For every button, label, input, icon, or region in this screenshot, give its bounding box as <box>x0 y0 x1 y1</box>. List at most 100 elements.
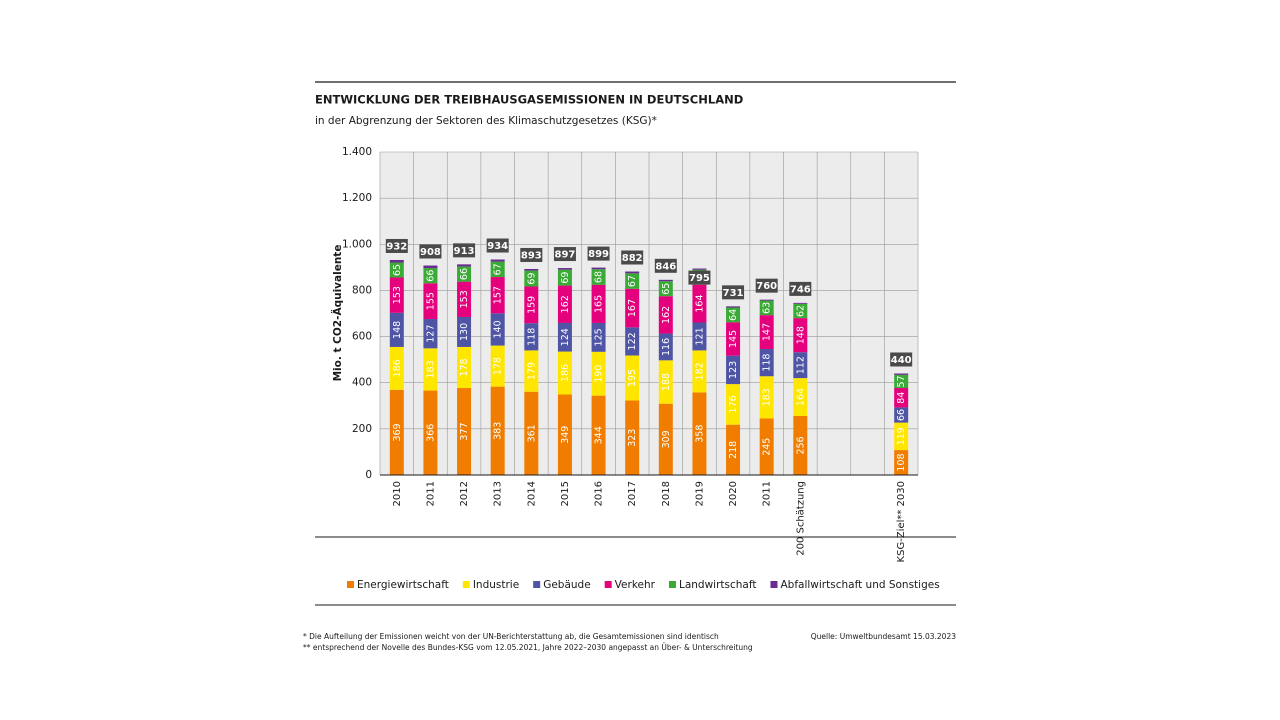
total-box <box>789 281 812 296</box>
bar-segment <box>423 283 438 320</box>
bar-segment <box>490 259 505 262</box>
bar-segment <box>591 267 606 270</box>
total-label: 731 <box>723 288 744 299</box>
bar-segment <box>625 327 640 356</box>
bar-segment <box>726 306 741 308</box>
bar-segment <box>793 378 808 416</box>
segment-label: 67 <box>493 263 504 275</box>
bar-segment <box>625 355 640 401</box>
segment-label: 66 <box>459 268 470 280</box>
y-axis-label: Mio. t CO2-Äquivalente <box>330 245 344 382</box>
x-tick-label: 2013 <box>493 481 504 506</box>
segment-label: 155 <box>425 292 436 310</box>
bar-segment <box>759 376 774 419</box>
legend-label: Gebäude <box>543 579 590 591</box>
segment-label: 361 <box>526 424 537 442</box>
bar-segment <box>591 322 606 352</box>
bar-segment <box>457 264 472 267</box>
segment-label: 68 <box>594 271 605 283</box>
total-label: 913 <box>454 246 475 257</box>
bar-segment <box>423 268 438 284</box>
segment-label: 183 <box>425 360 436 378</box>
bar-segment <box>389 277 404 313</box>
bar-segment <box>692 392 707 475</box>
bar-segment <box>894 450 909 475</box>
bar-segment <box>490 345 505 387</box>
segment-label: 84 <box>896 392 907 404</box>
total-box <box>587 246 610 261</box>
bar-segment <box>524 270 539 287</box>
bar-segment <box>557 269 572 286</box>
bar-segment <box>591 269 606 285</box>
segment-label: 65 <box>392 264 403 276</box>
segment-label: 153 <box>459 290 470 308</box>
bar-segment <box>692 322 707 351</box>
total-box <box>621 250 644 265</box>
x-tick-label: 2019 <box>694 481 705 506</box>
total-box <box>385 238 408 253</box>
bar-segment <box>557 394 572 475</box>
y-tick-label: 1.000 <box>342 238 372 250</box>
segment-label: 190 <box>594 365 605 383</box>
total-box <box>486 238 509 253</box>
bar-segment <box>524 286 539 324</box>
x-tick-label: 2011 <box>425 481 436 506</box>
segment-label: 57 <box>896 375 907 387</box>
segment-label: 153 <box>392 286 403 304</box>
x-tick-label: 2018 <box>661 481 672 506</box>
bar-segment <box>726 355 741 385</box>
bar-segment <box>793 303 808 319</box>
bar-segment <box>457 316 472 347</box>
bar-segment <box>389 389 404 475</box>
segment-label: 383 <box>493 422 504 440</box>
y-tick-label: 800 <box>352 284 372 296</box>
segment-label: 179 <box>526 362 537 380</box>
segment-label: 186 <box>392 359 403 377</box>
legend-swatch <box>533 581 541 588</box>
bar-segment <box>894 407 909 423</box>
segment-label: 148 <box>795 326 806 344</box>
segment-label: 182 <box>694 362 705 380</box>
bar-segment <box>389 262 404 278</box>
bar-segment <box>389 259 404 263</box>
total-label: 846 <box>655 261 676 272</box>
y-tick-label: 1.400 <box>342 146 372 158</box>
x-tick-label: 200 Schätzung <box>795 481 806 556</box>
bar-segment <box>793 352 808 379</box>
segment-label: 112 <box>795 356 806 374</box>
x-tick-label: 2014 <box>526 481 537 506</box>
bar-segment <box>557 268 572 270</box>
bar-segment <box>726 424 741 475</box>
bar-segment <box>423 319 438 349</box>
segment-label: 349 <box>560 426 571 444</box>
segment-label: 148 <box>392 321 403 339</box>
y-tick-label: 200 <box>352 423 372 435</box>
segment-label: 183 <box>762 388 773 406</box>
bar-segment <box>423 348 438 391</box>
bar-segment <box>894 373 909 375</box>
x-tick-label: 2017 <box>627 481 638 506</box>
bar-segment <box>389 312 404 347</box>
segment-label: 65 <box>661 283 672 295</box>
segment-label: 122 <box>627 332 638 350</box>
segment-label: 69 <box>560 272 571 284</box>
segment-label: 127 <box>425 325 436 343</box>
bar-segment <box>524 391 539 475</box>
legend-swatch <box>770 581 778 588</box>
bar-segment <box>793 415 808 475</box>
bar-segment <box>524 350 539 392</box>
bar-segment <box>457 388 472 475</box>
total-label: 746 <box>790 284 811 295</box>
bar-segment <box>658 403 673 475</box>
legend-label: Industrie <box>473 579 519 591</box>
total-label: 440 <box>891 355 912 366</box>
total-box <box>520 247 543 262</box>
total-label: 882 <box>622 253 643 264</box>
bar-segment <box>457 346 472 389</box>
source: Quelle: Umweltbundesamt 15.03.2023 <box>811 632 956 641</box>
bar-segment <box>457 281 472 317</box>
chart-title: ENTWICKLUNG DER TREIBHAUSGASEMISSIONEN I… <box>315 93 743 107</box>
segment-label: 369 <box>392 423 403 441</box>
bar-segment <box>759 315 774 350</box>
